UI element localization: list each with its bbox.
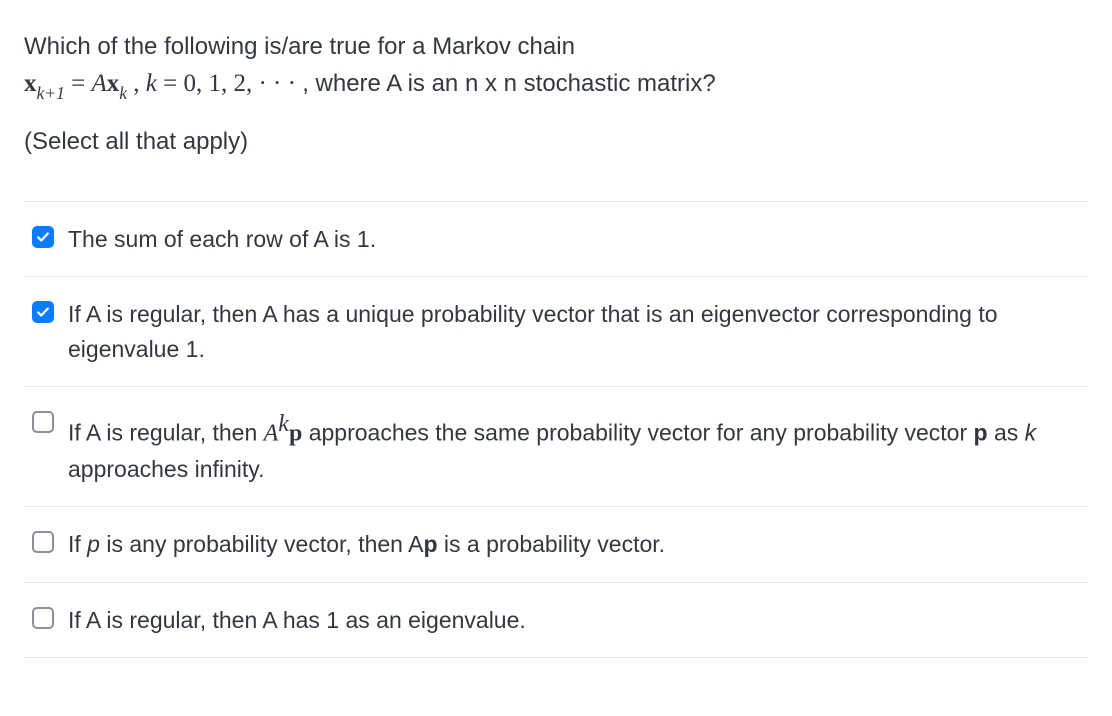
option-row[interactable]: If A is regular, then A has 1 as an eige… [24,583,1088,659]
question-block: Which of the following is/are true for a… [24,28,1088,161]
checkbox-wrap [32,411,54,433]
option-text: The sum of each row of A is 1. [68,226,376,252]
checkbox[interactable] [32,411,54,433]
option-label: The sum of each row of A is 1. [68,222,1080,257]
question-line2-tail: , where A is an n x n stochastic matrix? [302,70,716,97]
checkbox-wrap [32,607,54,629]
checkbox-wrap [32,301,54,323]
check-icon [36,230,50,244]
checkbox-wrap [32,226,54,248]
option-text: is a probability vector. [438,531,666,557]
italic-text: k [1025,420,1037,446]
option-text: If A is regular, then A has 1 as an eige… [68,607,526,633]
option-text: is any probability vector, then A [100,531,423,557]
question-line1: Which of the following is/are true for a… [24,33,575,60]
option-row[interactable]: If A is regular, then A has a unique pro… [24,277,1088,387]
math-bold: p [289,421,302,447]
italic-text: p [87,531,100,557]
check-icon [36,305,50,319]
checkbox[interactable] [32,531,54,553]
checkbox-wrap [32,531,54,553]
option-label: If A is regular, then A has 1 as an eige… [68,603,1080,638]
checkbox[interactable] [32,607,54,629]
option-text: If [68,531,87,557]
question-instruction: (Select all that apply) [24,123,1088,160]
option-text: If A is regular, then A has a unique pro… [68,301,998,362]
option-text: approaches the same probability vector f… [302,420,973,446]
option-label: If p is any probability vector, then Ap … [68,527,1080,562]
option-row[interactable]: If A is regular, then Akp approaches the… [24,387,1088,507]
checkbox[interactable] [32,301,54,323]
bold-text: p [974,420,988,446]
math-expression: xk+1 = Axk , k = 0, 1, 2, · · · [24,70,302,97]
question-stem: Which of the following is/are true for a… [24,28,1088,105]
option-text: as [988,420,1025,446]
option-label: If A is regular, then Akp approaches the… [68,407,1080,486]
option-label: If A is regular, then A has a unique pro… [68,297,1080,366]
math-var: A [264,421,279,447]
option-row[interactable]: If p is any probability vector, then Ap … [24,507,1088,583]
checkbox[interactable] [32,226,54,248]
math-superscript: k [278,411,289,437]
option-text: approaches infinity. [68,456,264,482]
options-list: The sum of each row of A is 1. If A is re… [24,201,1088,659]
bold-text: p [423,531,437,557]
option-text: If A is regular, then [68,420,264,446]
option-row[interactable]: The sum of each row of A is 1. [24,202,1088,278]
